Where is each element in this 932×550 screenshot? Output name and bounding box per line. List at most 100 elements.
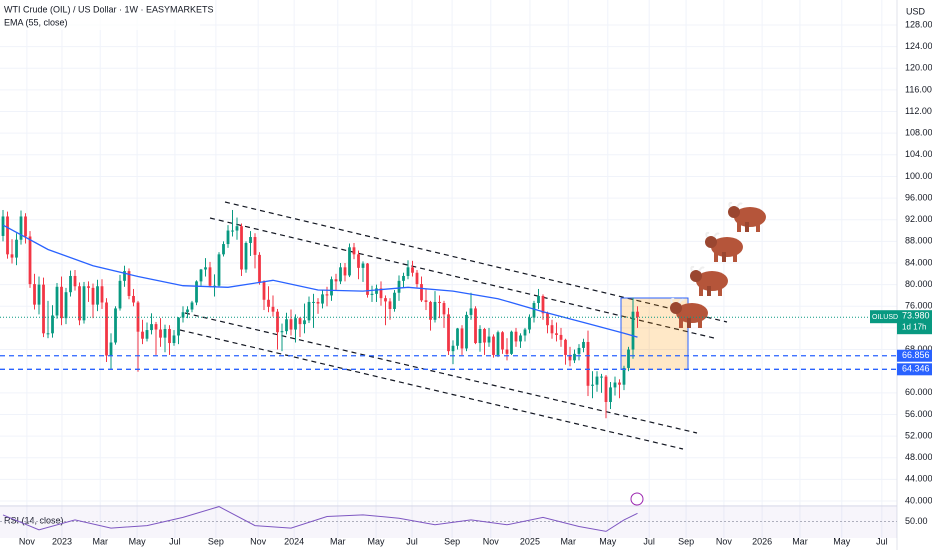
x-tick-label: Mar	[560, 536, 576, 546]
candle-body	[321, 294, 324, 304]
candle-body	[424, 300, 428, 302]
candle-body	[132, 295, 135, 303]
candle-body	[609, 387, 612, 403]
y-tick-label: 44.000	[905, 474, 932, 484]
x-tick-label: Nov	[483, 536, 500, 546]
event-icon[interactable]	[630, 492, 644, 506]
candle-body	[577, 347, 581, 354]
last-price-label: 73.980	[902, 311, 930, 321]
candle-body	[195, 281, 198, 303]
rsi-band	[0, 505, 897, 538]
candle-body	[496, 332, 500, 355]
y-tick-label: 100.000	[905, 171, 932, 181]
candle-body	[591, 384, 594, 386]
candle-body	[172, 335, 176, 344]
x-tick-label: Jul	[406, 536, 418, 546]
candle-body	[546, 313, 549, 326]
candle-body	[402, 275, 405, 281]
candle-body	[420, 284, 423, 301]
candle-body	[388, 301, 392, 309]
candle-body	[532, 303, 536, 318]
candle-body	[564, 339, 567, 355]
price-label-bg	[897, 363, 932, 376]
x-tick-label: Sep	[678, 536, 694, 546]
candle-body	[226, 230, 230, 245]
candle-body	[217, 254, 221, 286]
candle-body	[199, 269, 203, 282]
x-tick-label: Mar	[92, 536, 108, 546]
target-box-border	[620, 297, 689, 370]
candle-body	[469, 308, 473, 315]
candle-body	[19, 216, 23, 240]
x-tick-label: 2024	[284, 536, 304, 546]
candle-body	[478, 328, 482, 344]
candle-body	[361, 263, 365, 268]
candle-body	[10, 254, 14, 258]
candle-body	[411, 267, 414, 273]
candle-body	[168, 328, 171, 344]
candle-body	[537, 295, 540, 304]
candle-body	[123, 271, 126, 281]
candle-body	[42, 284, 45, 334]
drawings	[179, 201, 728, 450]
candle-body	[528, 317, 531, 330]
candle-body	[190, 302, 194, 310]
y-tick-label: 52.000	[905, 430, 932, 440]
candle-body	[429, 301, 432, 320]
x-tick-label: Mar	[330, 536, 346, 546]
candle-body	[73, 275, 77, 287]
candle-body	[276, 311, 279, 333]
candle-body	[393, 292, 396, 309]
candle-body	[415, 272, 419, 285]
candle-body	[631, 311, 635, 350]
y-tick-label: 56.000	[905, 409, 932, 419]
candle-body	[357, 254, 360, 268]
candle-body	[348, 247, 351, 276]
bull-icon	[704, 231, 744, 263]
candle-body	[105, 302, 108, 356]
y-tick-label: 104.000	[905, 149, 932, 159]
candle-body	[28, 236, 32, 285]
candle-body	[15, 239, 18, 258]
trend-line	[184, 312, 698, 434]
candle-body	[600, 376, 603, 378]
x-tick-label: Sep	[444, 536, 460, 546]
candle-body	[163, 328, 167, 338]
y-tick-label: 76.000	[905, 301, 932, 311]
bull-icon	[689, 265, 729, 297]
candle-body	[78, 286, 81, 321]
candle-body	[325, 294, 329, 296]
candle-body	[159, 329, 162, 338]
candle-body	[568, 354, 572, 361]
candle-body	[339, 267, 342, 282]
x-tick-label: 2023	[52, 536, 72, 546]
candle-body	[451, 345, 455, 352]
candle-body	[222, 244, 225, 255]
y-tick-label: 124.000	[905, 41, 932, 51]
y-tick-label: 80.000	[905, 279, 932, 289]
candle-body	[96, 286, 99, 305]
candle-body	[465, 314, 468, 349]
candle-body	[442, 303, 446, 315]
y-tick-label: 40.000	[905, 495, 932, 505]
indicator-label: EMA (55, close)	[4, 17, 68, 27]
candle-body	[262, 281, 266, 300]
candle-body	[231, 230, 234, 232]
candle-body	[249, 237, 252, 243]
candle-body	[375, 288, 378, 294]
candle-body	[501, 332, 504, 350]
candle-body	[510, 331, 513, 354]
symbol-label: OILUSD	[872, 314, 898, 321]
candle-body	[303, 320, 306, 325]
candle-body	[627, 349, 630, 368]
candle-body	[267, 299, 270, 307]
candle-body	[109, 342, 113, 356]
x-tick-label: Nov	[250, 536, 267, 546]
candle-body	[406, 267, 410, 276]
candle-body	[204, 267, 207, 270]
candle-body	[298, 318, 302, 325]
currency: USD	[906, 6, 926, 16]
rsi-line	[2, 506, 638, 532]
bull-icon	[727, 201, 767, 233]
